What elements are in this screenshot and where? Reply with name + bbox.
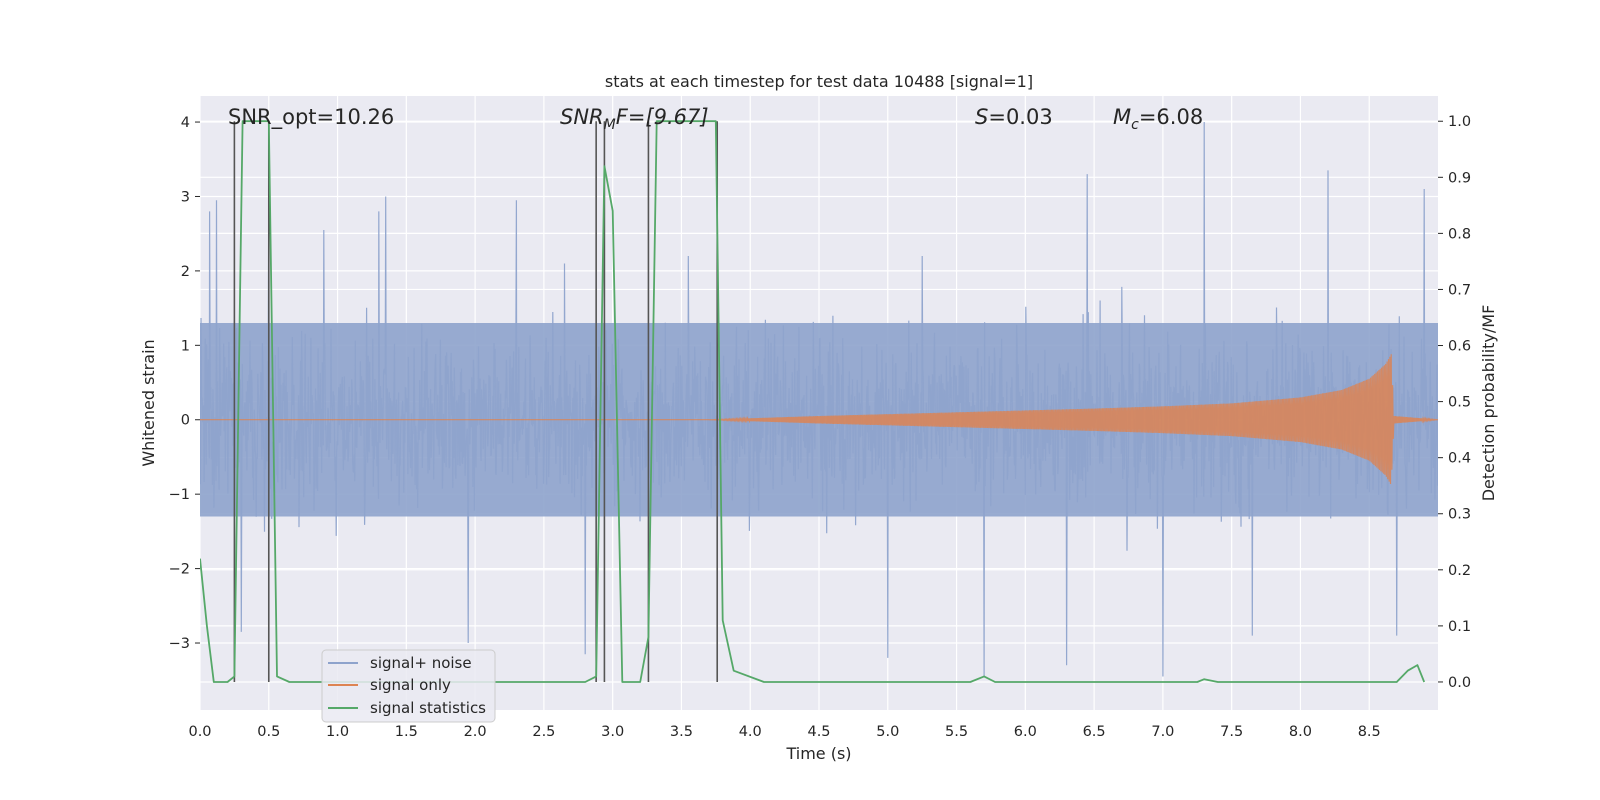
y-right-tick-label: 0.2 [1448,563,1471,579]
annotation-s: S=0.03 [975,105,1053,129]
x-tick-label: 5.0 [876,724,899,740]
annotation-snr-opt: SNR_opt=10.26 [228,105,394,130]
y-right-tick-label: 0.5 [1448,395,1471,411]
y-left-tick-label: 4 [181,115,190,131]
y-left-tick-label: 2 [181,264,190,280]
signal-line [200,354,1438,485]
x-tick-label: 6.0 [1014,724,1037,740]
annotation-mc: Mc=6.08 [1113,105,1203,133]
y-left-tick-label: −3 [169,636,190,652]
y-axis-label-left: Whitened strain [139,339,158,466]
y-left-tick-label: 3 [181,189,190,205]
y-right-tick-label: 0.3 [1448,507,1471,523]
x-tick-label: 1.0 [326,724,349,740]
stats-series [200,120,1426,683]
x-tick-label: 5.5 [945,724,968,740]
chart-title: stats at each timestep for test data 104… [605,72,1033,91]
legend-label-noise: signal+ noise [370,654,472,672]
y-left-tick-label: −1 [169,487,190,503]
y-right-tick-label: 0.1 [1448,619,1471,635]
legend-label-stats: signal statistics [370,699,486,717]
s-symbol: S [975,105,988,129]
x-tick-label: 3.5 [670,724,693,740]
stats-line [200,120,1426,683]
mc-value: =6.08 [1139,105,1203,129]
s-value: =0.03 [988,105,1052,129]
snr-mf-value: F=[9.67] [616,105,709,129]
y-axis-label-right: Detection probability/MF [1479,305,1498,502]
y-right-tick-label: 0.6 [1448,339,1471,355]
x-tick-label: 8.5 [1358,724,1381,740]
y-right-tick-label: 0.0 [1448,675,1471,691]
snr-mf-subscript: M [604,117,616,133]
noise-line [200,121,1438,677]
y-right-tick-label: 0.7 [1448,282,1471,298]
legend: signal+ noise signal only signal statist… [321,649,496,723]
snr-mf-symbol: SNR [560,105,604,129]
mc-subscript: c [1131,117,1139,133]
y-left-tick-label: −2 [169,562,190,578]
x-tick-label: 4.0 [739,724,762,740]
annotation-snr-mf: SNRMF=[9.67] [560,105,709,133]
x-tick-label: 6.5 [1083,724,1106,740]
signal-series [200,354,1438,485]
y-left-tick-label: 0 [181,413,190,429]
x-tick-label: 8.0 [1289,724,1312,740]
x-tick-label: 3.0 [601,724,624,740]
mc-symbol: M [1113,105,1131,129]
x-tick-label: 0.5 [257,724,280,740]
x-axis-label: Time (s) [785,744,851,763]
legend-label-signal: signal only [370,676,451,694]
y-right-tick-label: 0.4 [1448,451,1471,467]
y-right-tick-label: 0.9 [1448,170,1471,186]
x-tick-label: 0.0 [188,724,211,740]
axis-ticks: 0.0 0.5 1.0 1.5 2.0 2.5 3.0 3.5 4.0 4.5 5.0 5.5 6.0 6… [169,114,1471,740]
x-tick-label: 1.5 [395,724,418,740]
x-tick-label: 7.0 [1151,724,1174,740]
x-tick-label: 2.5 [532,724,555,740]
y-left-tick-label: 1 [181,338,190,354]
y-right-tick-label: 1.0 [1448,114,1471,130]
x-tick-label: 7.5 [1220,724,1243,740]
x-tick-label: 4.5 [807,724,830,740]
y-right-tick-label: 0.8 [1448,226,1471,242]
legend-box [321,649,496,723]
x-tick-label: 2.0 [464,724,487,740]
